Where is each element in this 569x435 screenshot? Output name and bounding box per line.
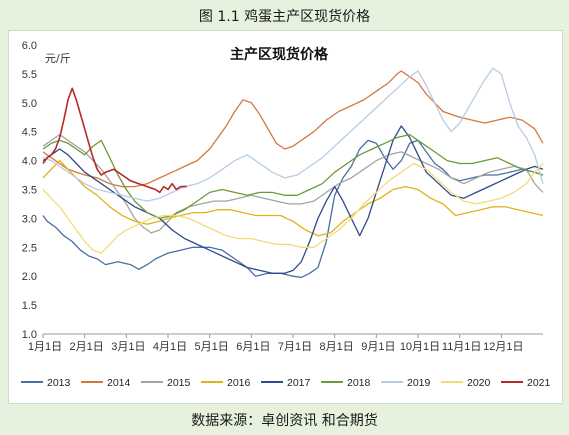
x-tick-label: 5月1日 (195, 341, 229, 353)
y-tick-label: 5.0 (22, 98, 37, 110)
y-tick-label: 4.0 (22, 156, 37, 168)
y-tick-label: 3.0 (22, 213, 37, 225)
series-line-2014 (42, 70, 544, 188)
x-tick-label: 4月1日 (153, 341, 187, 353)
series-lines (42, 67, 544, 279)
y-tick-label: 1.0 (22, 329, 37, 341)
y-axis-unit: 元/斤 (45, 52, 71, 65)
figure-title: 图 1.1 鸡蛋主产区现货价格 (198, 9, 371, 25)
chart-title: 主产区现货价格 (230, 46, 329, 63)
x-tick-label: 1月1日 (28, 341, 62, 353)
series-line-2017 (42, 125, 544, 274)
legend: 2013 2014 2015 2016 2017 2018 2019 2020 2021 (21, 377, 551, 389)
series-line-2015 (42, 133, 544, 234)
x-tick-label: 10月1日 (400, 341, 440, 353)
y-tick-label: 4.5 (22, 127, 37, 139)
series-line-2013 (42, 139, 544, 279)
series-line-2021 (42, 87, 187, 194)
y-tick-label: 5.5 (22, 69, 37, 81)
legend-label-2015: 2015 (167, 377, 191, 389)
legend-label-2018: 2018 (347, 377, 371, 389)
y-tick-label: 1.5 (22, 300, 37, 312)
x-tick-label: 12月1日 (483, 341, 523, 353)
legend-label-2019: 2019 (407, 377, 431, 389)
series-line-2016 (42, 159, 544, 237)
figure-source: 数据来源：卓创资讯 和合期货 (191, 413, 378, 429)
legend-label-2016: 2016 (227, 377, 251, 389)
x-tick-label: 2月1日 (70, 341, 104, 353)
chart-panel: 主产区现货价格 元/斤 1.0 1.5 2.0 2.5 3.0 3.5 4.0 4.5 5.0 5… (8, 30, 563, 404)
series-line-2020 (42, 162, 544, 254)
x-tick-label: 6月1日 (236, 341, 270, 353)
y-tick-label: 2.0 (22, 271, 37, 283)
legend-label-2014: 2014 (107, 377, 131, 389)
x-tick-label: 9月1日 (361, 341, 395, 353)
y-tick-label: 6.0 (22, 40, 37, 52)
line-chart: 主产区现货价格 元/斤 1.0 1.5 2.0 2.5 3.0 3.5 4.0 4.5 5.0 5… (21, 40, 551, 389)
series-line-2018 (42, 133, 544, 220)
y-axis-ticks: 1.0 1.5 2.0 2.5 3.0 3.5 4.0 4.5 5.0 5.5 6.0 (22, 40, 37, 341)
x-axis-ticks: 1月1日 2月1日 3月1日 4月1日 5月1日 6月1日 7月1日 8月1日 9月1日 10月1… (28, 334, 524, 353)
x-tick-label: 7月1日 (278, 341, 312, 353)
x-tick-label: 3月1日 (111, 341, 145, 353)
legend-label-2017: 2017 (287, 377, 311, 389)
series-line-2019 (42, 67, 544, 202)
x-tick-label: 8月1日 (320, 341, 354, 353)
legend-label-2021: 2021 (527, 377, 551, 389)
y-tick-label: 3.5 (22, 185, 37, 197)
x-tick-label: 11月1日 (442, 341, 482, 353)
legend-label-2013: 2013 (47, 377, 71, 389)
legend-label-2020: 2020 (467, 377, 491, 389)
y-tick-label: 2.5 (22, 242, 37, 254)
